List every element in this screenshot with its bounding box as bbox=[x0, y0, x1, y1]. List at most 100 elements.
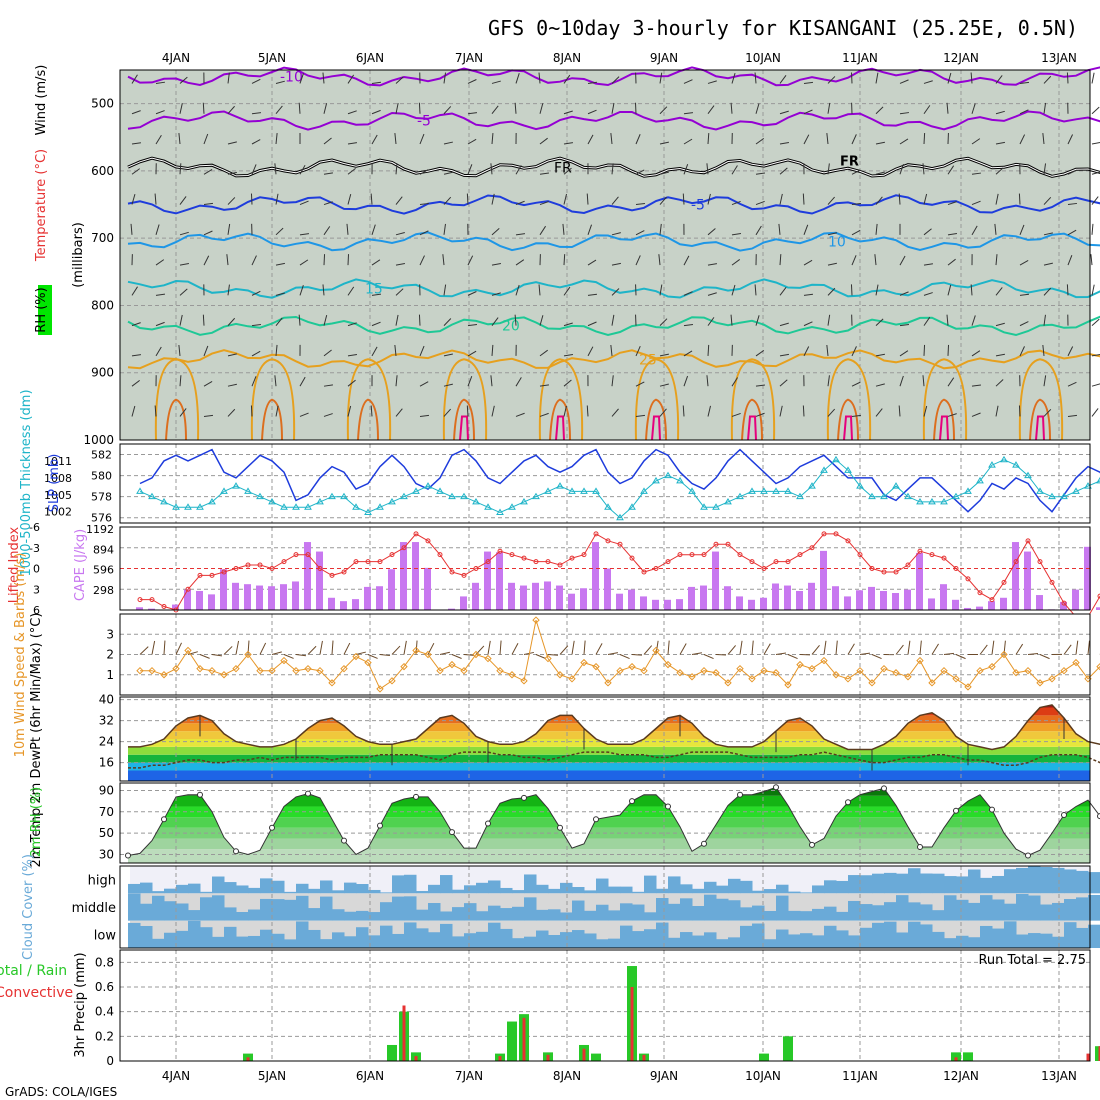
wind-barb bbox=[371, 134, 378, 145]
cape-bar bbox=[1024, 551, 1031, 610]
wind-barb bbox=[611, 76, 620, 84]
wind-barb bbox=[871, 654, 882, 660]
cloud-bar bbox=[536, 930, 549, 948]
wind-barb bbox=[779, 142, 789, 145]
cloud-bar bbox=[488, 922, 501, 948]
wind-speed-marker bbox=[832, 671, 840, 679]
cloud-bar bbox=[284, 891, 297, 894]
lifted-index-marker bbox=[245, 562, 251, 568]
cloud-bar bbox=[320, 896, 333, 921]
cloud-bar bbox=[692, 935, 705, 948]
wind-barb bbox=[587, 259, 597, 266]
warm-cell-contour bbox=[261, 398, 283, 441]
wind-barb bbox=[851, 229, 861, 236]
thickness-marker bbox=[148, 492, 156, 500]
wind-barb bbox=[539, 225, 547, 236]
wind-barb bbox=[631, 654, 643, 656]
wind-barb bbox=[943, 652, 955, 655]
lifted-index-marker bbox=[1049, 579, 1055, 585]
wind-barb bbox=[802, 193, 805, 205]
cloud-bar bbox=[740, 925, 753, 948]
wind-barb bbox=[371, 224, 376, 235]
thickness-marker bbox=[700, 503, 708, 510]
wind-speed-marker bbox=[376, 685, 384, 693]
wind-barb bbox=[899, 255, 906, 266]
thickness-marker bbox=[592, 487, 600, 494]
lifted-index-marker bbox=[209, 572, 215, 578]
cloud-bar bbox=[920, 924, 933, 948]
cloud-bar bbox=[584, 890, 597, 894]
wind-barb bbox=[443, 196, 452, 205]
cape-bar bbox=[280, 584, 287, 610]
wind-barb bbox=[467, 350, 477, 357]
thickness-marker bbox=[256, 492, 264, 500]
rh-marker bbox=[917, 844, 923, 850]
cloud-bar bbox=[848, 935, 861, 948]
wind-barb bbox=[395, 196, 403, 205]
wind-speed-marker bbox=[616, 666, 624, 675]
wind-barb bbox=[611, 375, 614, 387]
cloud-bar bbox=[260, 929, 273, 948]
cloud-bar bbox=[464, 933, 477, 948]
rh2m-axis-label: 2m RH (%) bbox=[29, 787, 44, 858]
lifted-index-marker bbox=[149, 597, 155, 603]
wind-barb bbox=[347, 354, 358, 357]
wind-barb bbox=[179, 196, 187, 205]
wind-barb bbox=[779, 353, 789, 357]
cloud-bar bbox=[596, 878, 609, 894]
wind-speed-marker bbox=[136, 666, 144, 675]
wind-barb bbox=[923, 105, 931, 115]
wind-barb bbox=[683, 323, 694, 327]
lifted-index-marker bbox=[569, 555, 575, 561]
wind-barb bbox=[659, 408, 667, 417]
cape-bar bbox=[700, 585, 707, 610]
wind-barb bbox=[419, 345, 425, 357]
cloud-bar bbox=[1064, 922, 1077, 948]
wind-barb bbox=[895, 644, 904, 655]
precip-convective-bar bbox=[498, 1056, 502, 1061]
cape-bar bbox=[172, 604, 179, 610]
wind-barb bbox=[539, 315, 544, 326]
cloud-bar bbox=[224, 926, 237, 948]
wind-barb bbox=[1091, 171, 1100, 175]
cloud-bar bbox=[500, 887, 513, 894]
precip-convective-legend: Convective bbox=[0, 985, 73, 1001]
wind-barb bbox=[491, 263, 501, 266]
rh-background bbox=[120, 70, 1090, 440]
wind-barb bbox=[179, 263, 189, 266]
cloud-bar bbox=[728, 900, 741, 921]
isotherm-line bbox=[127, 315, 1100, 337]
lifted-index-marker bbox=[485, 559, 491, 565]
wind-barb bbox=[755, 384, 766, 387]
cape-bar bbox=[376, 586, 383, 610]
wind-speed-marker bbox=[796, 660, 804, 669]
thickness-marker bbox=[688, 487, 696, 494]
lifted-index-marker bbox=[905, 562, 911, 568]
wind-barb bbox=[1043, 408, 1052, 417]
wind-barb bbox=[130, 223, 133, 235]
cloud-bar bbox=[548, 909, 561, 921]
lifted-index-marker bbox=[461, 572, 467, 578]
lifted-index-marker bbox=[137, 597, 143, 603]
thickness-slp-panel bbox=[120, 444, 1100, 523]
wind-barb bbox=[299, 376, 306, 387]
cape-bar bbox=[724, 586, 731, 610]
cape-bar bbox=[736, 596, 743, 610]
cloud-bar bbox=[572, 887, 585, 894]
wind-barb bbox=[275, 292, 285, 296]
cape-bar bbox=[832, 586, 839, 610]
cloud-bar bbox=[752, 923, 765, 948]
wind-barb bbox=[587, 81, 598, 84]
wind-speed-marker bbox=[736, 664, 744, 673]
cloud-bar bbox=[560, 932, 573, 948]
wind-barb bbox=[211, 654, 223, 657]
wind-barb bbox=[755, 138, 765, 145]
panel-frame bbox=[119, 782, 1091, 864]
cloud-bar bbox=[464, 885, 477, 894]
wind-barb bbox=[731, 412, 741, 417]
bottom-date-label: 6JAN bbox=[356, 1069, 384, 1083]
wind-barb bbox=[947, 232, 958, 236]
lifted-index-marker bbox=[821, 531, 827, 537]
cloud-bar bbox=[620, 903, 633, 921]
cloud-bar bbox=[884, 921, 897, 948]
